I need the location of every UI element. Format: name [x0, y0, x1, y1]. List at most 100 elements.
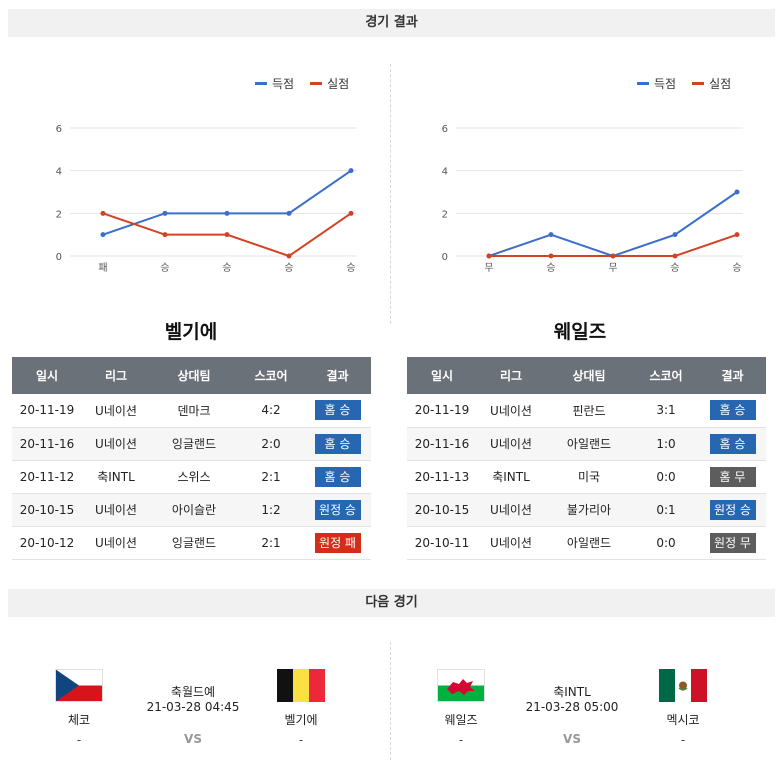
data-point: [100, 210, 106, 216]
match-datetime: 21-03-28 04:45: [146, 700, 240, 714]
match-date: 20-10-12: [12, 526, 82, 560]
opponent-name[interactable]: 아일랜드: [545, 427, 633, 461]
opponent-name[interactable]: 스위스: [150, 460, 238, 494]
column-header: 결과: [304, 357, 371, 394]
table-row: 20-11-19 U네이션 핀란드 3:1 홈 승: [407, 394, 766, 428]
result-badge: 원정 패: [314, 532, 361, 553]
opponent-name[interactable]: 덴마크: [150, 394, 238, 428]
match-league: 축INTL: [553, 685, 591, 699]
x-tick-label: 패: [98, 262, 107, 274]
home-team-name[interactable]: 웨일즈: [444, 713, 478, 727]
match-date: 20-11-12: [12, 460, 82, 494]
data-point: [286, 253, 292, 259]
opponent-name[interactable]: 불가리아: [545, 493, 633, 527]
match-score: 4:2: [238, 394, 304, 428]
y-tick-label: 6: [56, 124, 62, 135]
data-point: [348, 210, 354, 216]
match-league: U네이션: [82, 493, 150, 527]
opponent-name[interactable]: 미국: [545, 460, 633, 494]
x-tick-label: 무: [484, 263, 493, 274]
match-league: U네이션: [477, 427, 545, 461]
result-cell: 원정 무: [699, 526, 766, 560]
team-title-wales: 웨일즈: [553, 321, 607, 343]
czech-flag-icon: [55, 669, 103, 702]
legend-label-conceded: 실점: [709, 77, 732, 91]
opponent-name[interactable]: 잉글랜드: [150, 526, 238, 560]
match-league: U네이션: [82, 526, 150, 560]
legend-scored: 득점: [637, 75, 676, 92]
chart-belgium: 0 2 4 6 패 승 승 승 승 득점 실점: [8, 58, 388, 288]
x-tick-label: 승: [346, 262, 355, 274]
result-cell: 원정 패: [304, 526, 371, 560]
column-header: 상대팀: [150, 357, 238, 394]
opponent-name[interactable]: 핀란드: [545, 394, 633, 428]
match-score: 0:1: [633, 493, 699, 527]
data-point: [672, 253, 678, 259]
legend-swatch-scored: [255, 82, 267, 85]
table-row: 20-11-16 U네이션 잉글랜드 2:0 홈 승: [12, 427, 371, 461]
data-point: [548, 232, 554, 238]
opponent-name[interactable]: 아일랜드: [545, 526, 633, 560]
match-datetime: 21-03-28 05:00: [525, 700, 619, 714]
result-badge: 홈 승: [314, 433, 361, 454]
column-header: 결과: [699, 357, 766, 394]
result-cell: 홈 승: [699, 394, 766, 428]
column-header: 리그: [82, 357, 150, 394]
legend-swatch-scored: [637, 82, 649, 85]
home-team-score: -: [76, 733, 82, 747]
result-cell: 홈 승: [304, 427, 371, 461]
match-date: 20-10-15: [407, 493, 477, 527]
away-team-name[interactable]: 벨기에: [284, 713, 318, 727]
column-header: 스코어: [633, 357, 699, 394]
legend-label-scored: 득점: [654, 77, 677, 91]
opponent-name[interactable]: 잉글랜드: [150, 427, 238, 461]
y-tick-label: 0: [442, 252, 448, 263]
legend-conceded: 실점: [692, 75, 731, 92]
match-score: 2:1: [238, 460, 304, 494]
results-table-belgium: 일시 리그 상대팀 스코어 결과 20-11-19 U네이션 덴마크 4:2 홈 승 20-11-…: [12, 357, 371, 560]
result-badge: 원정 승: [314, 499, 361, 520]
y-tick-label: 6: [442, 124, 448, 135]
match-score: 0:0: [633, 460, 699, 494]
away-team-name[interactable]: 멕시코: [666, 713, 700, 727]
belgium-flag-icon: [277, 669, 325, 702]
match-date: 20-11-16: [407, 427, 477, 461]
match-league: 축월드예: [170, 685, 216, 699]
match-league: 축INTL: [82, 460, 150, 494]
legend-swatch-conceded: [310, 82, 323, 85]
match-league: U네이션: [477, 526, 545, 560]
column-header: 스코어: [238, 357, 304, 394]
away-team-score: -: [298, 733, 304, 747]
table-row: 20-10-12 U네이션 잉글랜드 2:1 원정 패: [12, 526, 371, 560]
data-point: [224, 210, 230, 216]
data-point: [162, 210, 168, 216]
result-badge: 홈 승: [709, 433, 756, 454]
match-date: 20-10-15: [12, 493, 82, 527]
opponent-name[interactable]: 아이슬란: [150, 493, 238, 527]
next-match-section-header: 다음 경기: [8, 589, 775, 617]
table-row: 20-10-15 U네이션 불가리아 0:1 원정 승: [407, 493, 766, 527]
x-tick-label: 승: [670, 262, 679, 274]
home-team-name[interactable]: 체코: [67, 713, 91, 727]
result-cell: 홈 승: [304, 394, 371, 428]
series-line: [489, 233, 738, 257]
data-point: [286, 210, 292, 216]
results-divider: [390, 64, 391, 324]
column-header: 일시: [407, 357, 477, 394]
match-date: 20-11-19: [407, 394, 477, 428]
match-score: 1:0: [633, 427, 699, 461]
y-tick-label: 2: [56, 209, 62, 220]
data-point: [100, 232, 106, 238]
series-line: [488, 191, 738, 258]
next-match-card[interactable]: 웨일즈 - 축INTL 21-03-28 05:00 VS 멕시코 -: [394, 640, 774, 750]
y-tick-label: 4: [56, 167, 62, 178]
y-tick-label: 0: [56, 252, 62, 263]
home-team-score: -: [458, 733, 464, 747]
data-point: [672, 232, 678, 238]
vs-label: VS: [184, 732, 202, 746]
next-match-card[interactable]: 체코 - 축월드예 21-03-28 04:45 VS 벨기에 -: [8, 640, 388, 750]
mexico-flag-icon: [659, 669, 707, 702]
legend-label-conceded: 실점: [327, 77, 350, 91]
result-cell: 홈 승: [304, 460, 371, 494]
match-date: 20-11-19: [12, 394, 82, 428]
